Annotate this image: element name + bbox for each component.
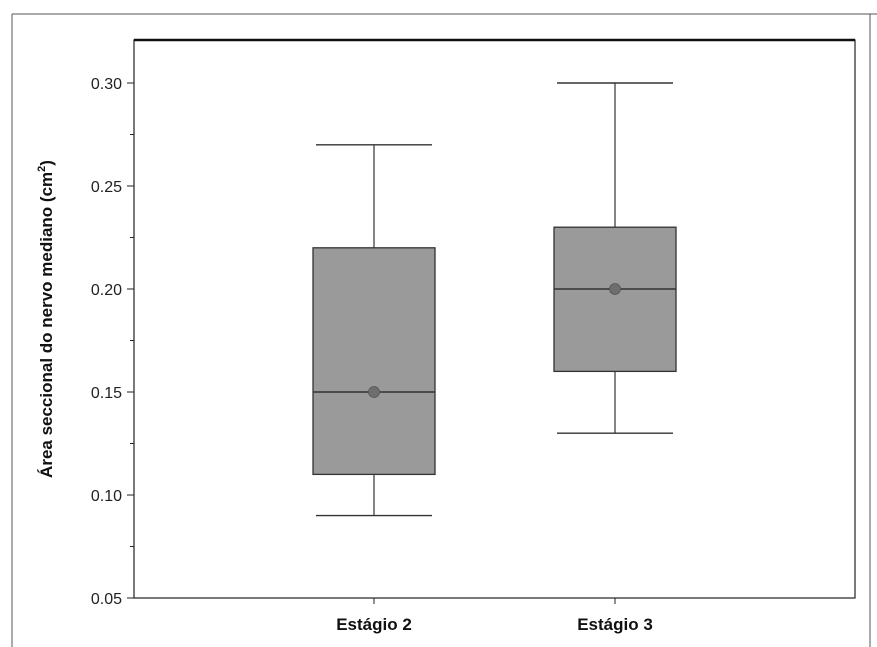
y-axis-title-close: ) [37,160,56,166]
boxes [312,82,677,517]
y-tick-label: 0.15 [91,385,122,402]
mean-marker [609,283,621,295]
y-axis-title-superscript: 2 [36,166,48,172]
interquartile-box [312,247,436,476]
y-axis-title: Área seccional do nervo mediano (cm2) [36,160,56,478]
box-2 [553,82,677,434]
y-tick-label: 0.10 [91,488,122,505]
x-category-label: Estágio 2 [336,615,412,634]
x-category-label: Estágio 3 [577,615,653,634]
y-tick-label: 0.20 [91,282,122,299]
plot-area [133,39,856,599]
box-1 [312,144,436,517]
interquartile-box [553,226,677,373]
y-tick-label: 0.30 [91,76,122,93]
y-axis: 0.05 0.10 0.15 0.20 0.25 0.30 [91,76,134,608]
mean-marker [368,386,380,398]
x-axis: Estágio 2 Estágio 3 [336,598,653,634]
y-tick-label: 0.25 [91,179,122,196]
y-tick-label: 0.05 [91,591,122,608]
